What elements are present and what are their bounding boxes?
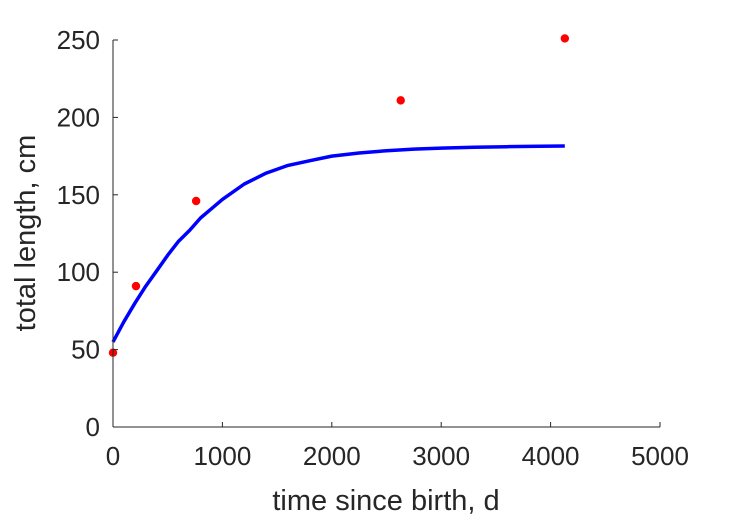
data-point [396,96,405,105]
y-tick-label: 150 [57,180,100,210]
y-tick-label: 200 [57,102,100,132]
data-point [560,34,570,43]
x-axis-title: time since birth, d [272,485,499,517]
data-point [131,281,141,291]
axes [112,40,660,428]
y-tick-label: 100 [57,257,100,287]
y-ticks: 0 50 100 150 200 250 [57,25,118,442]
x-tick-label: 3000 [412,441,470,471]
fit-curve [111,144,565,343]
data-point [191,196,201,206]
x-tick-label: 1000 [193,441,251,471]
x-tick-label: 0 [106,441,120,471]
y-axis-title: total length, cm [10,135,42,332]
x-tick-label: 5000 [631,441,689,471]
y-tick-label: 50 [71,335,100,365]
y-tick-label: 250 [57,25,100,55]
plot-area [108,34,570,357]
x-tick-label: 4000 [522,441,580,471]
y-tick-label: 0 [86,412,100,442]
x-ticks: 0 1000 2000 3000 4000 5000 [106,422,689,471]
x-tick-label: 2000 [303,441,361,471]
